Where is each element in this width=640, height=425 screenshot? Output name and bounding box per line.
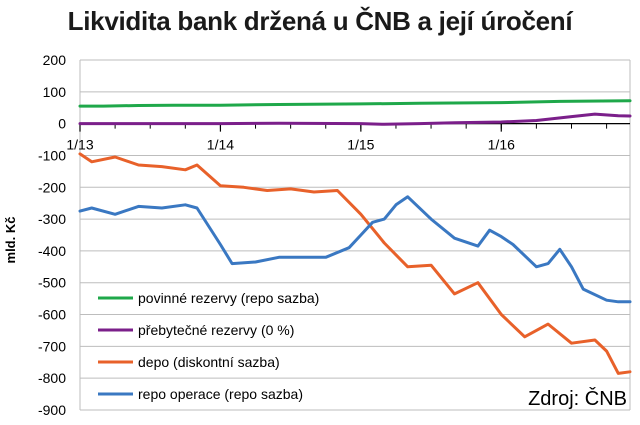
legend: povinné rezervy (repo sazba) přebytečné r… [92, 285, 347, 403]
series-line [78, 152, 632, 375]
y-tick-label: -600 [38, 307, 66, 323]
legend-label: přebytečné rezervy (0 %) [138, 322, 294, 338]
x-axis: 1/13 1/14 1/15 1/16 [66, 122, 630, 153]
x-tick-label: 1/14 [207, 137, 234, 153]
series-line [78, 112, 632, 126]
source-note: Zdroj: ČNB [528, 387, 627, 410]
x-tick-label: 1/16 [488, 137, 515, 153]
legend-label: depo (diskontní sazba) [138, 354, 280, 370]
y-tick-label: -700 [38, 338, 66, 354]
legend-label: povinné rezervy (repo sazba) [138, 290, 319, 306]
y-tick-label: -900 [38, 402, 66, 418]
legend-label: repo operace (repo sazba) [138, 386, 303, 402]
y-tick-label: 200 [43, 52, 67, 68]
y-tick-label: -500 [38, 275, 66, 291]
y-tick-label: -400 [38, 243, 66, 259]
y-tick-label: 0 [58, 116, 66, 132]
y-tick-label: -800 [38, 370, 66, 386]
chart-title: Likvidita bank držená u ČNB a její úroče… [67, 6, 573, 36]
y-tick-label: -200 [38, 179, 66, 195]
y-tick-label: -300 [38, 211, 66, 227]
x-tick-label: 1/15 [347, 137, 374, 153]
legend-background [92, 317, 347, 339]
y-tick-label: 100 [43, 84, 67, 100]
x-tick-label: 1/13 [66, 137, 93, 153]
series-line [78, 195, 632, 304]
series-lines [78, 99, 632, 375]
y-tick-labels: 200 100 0 -100 -200 -300 -400 -500 -600 -700 -800 -… [38, 52, 66, 418]
y-tick-label: -100 [38, 147, 66, 163]
legend-background [92, 349, 347, 371]
series-line [78, 99, 632, 108]
y-axis-label: mld. Kč [3, 217, 18, 264]
legend-background [92, 285, 347, 307]
legend-background [92, 381, 347, 403]
